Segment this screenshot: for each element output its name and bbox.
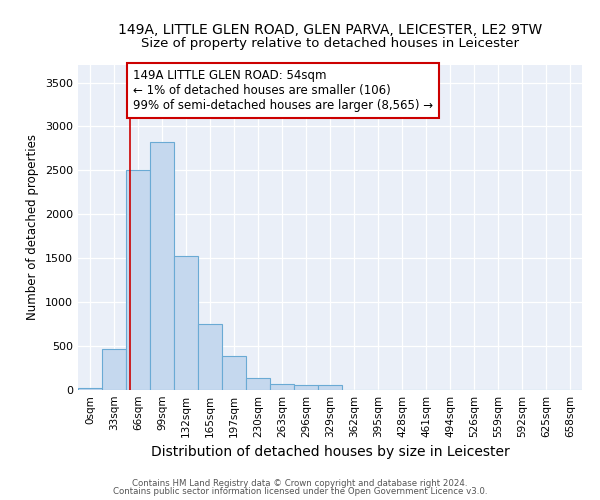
Bar: [246, 378, 270, 390]
Bar: [78, 388, 102, 390]
Bar: [126, 170, 150, 390]
Bar: [198, 324, 222, 390]
Text: Contains public sector information licensed under the Open Government Licence v3: Contains public sector information licen…: [113, 487, 487, 496]
Bar: [174, 256, 198, 390]
Text: Contains HM Land Registry data © Crown copyright and database right 2024.: Contains HM Land Registry data © Crown c…: [132, 478, 468, 488]
Bar: [150, 142, 174, 390]
X-axis label: Distribution of detached houses by size in Leicester: Distribution of detached houses by size …: [151, 446, 509, 460]
Text: 149A LITTLE GLEN ROAD: 54sqm
← 1% of detached houses are smaller (106)
99% of se: 149A LITTLE GLEN ROAD: 54sqm ← 1% of det…: [133, 70, 433, 112]
Bar: [270, 384, 294, 390]
Text: 149A, LITTLE GLEN ROAD, GLEN PARVA, LEICESTER, LE2 9TW: 149A, LITTLE GLEN ROAD, GLEN PARVA, LEIC…: [118, 22, 542, 36]
Bar: [222, 356, 246, 390]
Bar: [102, 348, 126, 390]
Text: Size of property relative to detached houses in Leicester: Size of property relative to detached ho…: [141, 38, 519, 51]
Y-axis label: Number of detached properties: Number of detached properties: [26, 134, 40, 320]
Bar: [318, 385, 342, 390]
Bar: [294, 385, 318, 390]
